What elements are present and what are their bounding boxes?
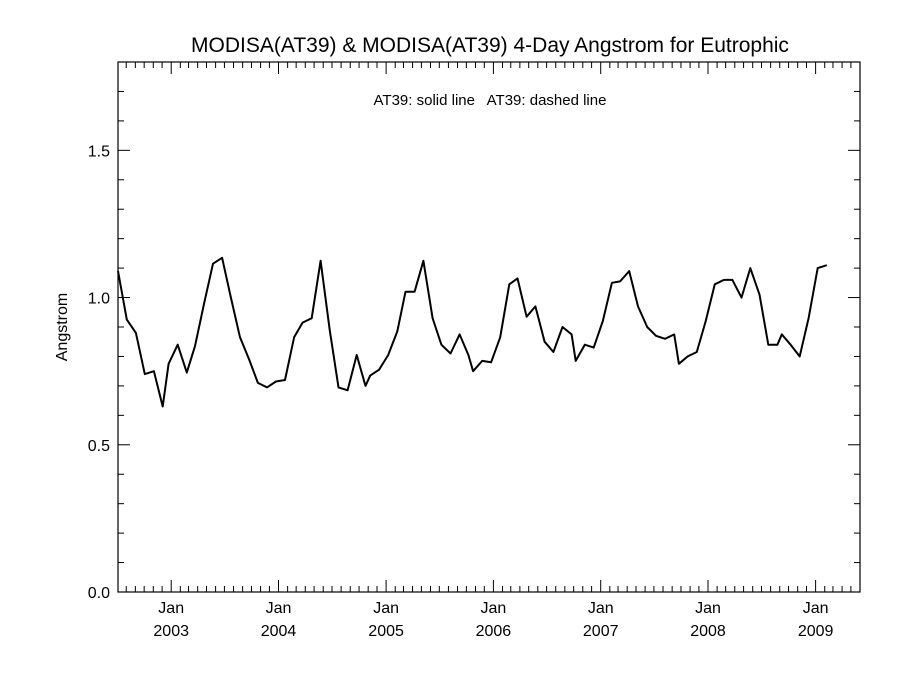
x-axis: Jan 2003 Jan 2004 Jan 2005 Jan 2006 Jan 2007 Jan 20… bbox=[125, 62, 861, 640]
plot-frame bbox=[117, 61, 861, 593]
x-tick-label-month: Jan bbox=[588, 600, 614, 617]
x-tick-label-month: Jan bbox=[481, 600, 507, 617]
x-tick-label-month: Jan bbox=[695, 600, 721, 617]
x-tick-label-month: Jan bbox=[373, 600, 399, 617]
x-tick-label-year: 2007 bbox=[583, 623, 619, 640]
chart-title: MODISA(AT39) & MODISA(AT39) 4-Day Angstr… bbox=[191, 34, 789, 57]
x-tick-label-year: 2008 bbox=[690, 623, 726, 640]
x-tick-label-month: Jan bbox=[803, 600, 829, 617]
x-tick-label-year: 2009 bbox=[798, 623, 834, 640]
y-axis-label: Angstrom bbox=[54, 293, 71, 361]
y-axis: 0.0 0.5 1.0 1.5 bbox=[88, 61, 860, 602]
y-tick-label: 1.5 bbox=[88, 143, 110, 160]
y-tick-label: 0.0 bbox=[88, 585, 110, 602]
x-tick-label-year: 2005 bbox=[368, 623, 404, 640]
x-tick-label-month: Jan bbox=[266, 600, 292, 617]
x-tick-label-year: 2004 bbox=[261, 623, 297, 640]
y-tick-label: 0.5 bbox=[88, 438, 110, 455]
x-tick-label-year: 2006 bbox=[476, 623, 512, 640]
legend-text: AT39: solid line AT39: dashed line bbox=[374, 92, 607, 109]
series-line bbox=[117, 256, 828, 408]
x-tick-label-year: 2003 bbox=[153, 623, 189, 640]
series-layer bbox=[117, 256, 828, 408]
y-tick-label: 1.0 bbox=[88, 291, 110, 308]
x-tick-label-month: Jan bbox=[158, 600, 184, 617]
